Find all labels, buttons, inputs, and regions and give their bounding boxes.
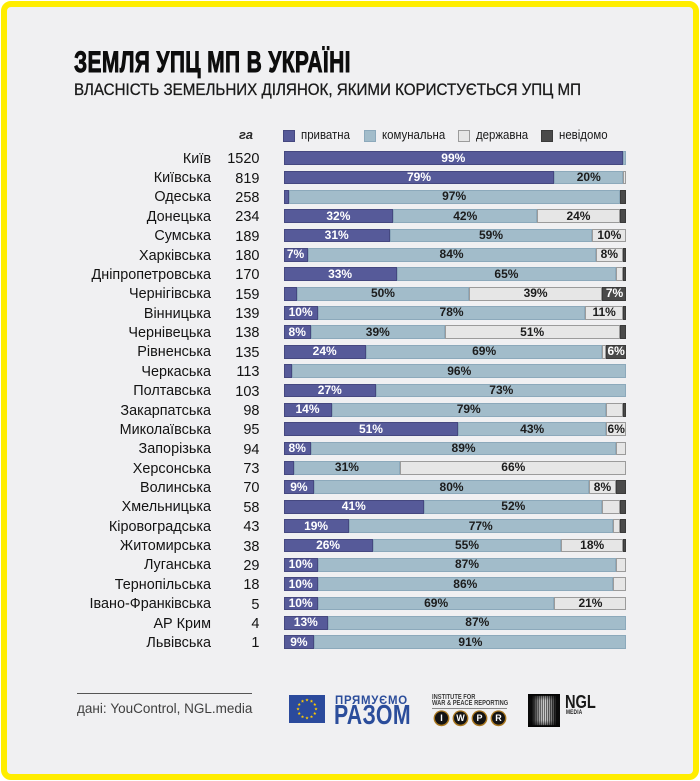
- svg-text:R: R: [495, 713, 502, 723]
- svg-text:P: P: [476, 713, 482, 723]
- svg-text:W: W: [456, 713, 465, 723]
- svg-text:I: I: [440, 713, 443, 723]
